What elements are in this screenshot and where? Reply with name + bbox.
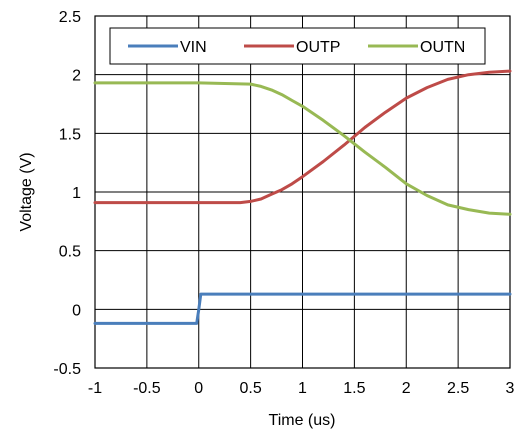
y-tick-label: 0: [72, 302, 81, 319]
y-tick-label: 2.5: [59, 9, 81, 26]
y-tick-label: 1.5: [59, 126, 81, 143]
series-line-vin: [93, 292, 512, 325]
x-tick-label: -1: [88, 380, 102, 397]
series-line-outn: [93, 81, 512, 216]
legend: VIN OUTP OUTN: [109, 27, 486, 65]
y-tick-labels: -0.5 0 0.5 1 1.5 2 2.5: [53, 9, 81, 378]
legend-items: VIN OUTP OUTN: [128, 39, 465, 56]
x-tick-label: 2.5: [447, 380, 469, 397]
x-tick-label: 1: [298, 380, 307, 397]
y-tick-label: 2: [72, 68, 81, 85]
x-tick-labels: -1 -0.5 0 0.5 1 1.5 2 2.5 3: [88, 380, 515, 397]
x-tick-label: 2: [402, 380, 411, 397]
series-group: [93, 69, 512, 325]
series-line-outp: [93, 69, 512, 205]
x-tick-label: -0.5: [133, 380, 161, 397]
x-tick-label: 0.5: [240, 380, 262, 397]
plot-border: [94, 15, 511, 369]
x-tick-label: 1.5: [343, 380, 365, 397]
x-axis-title: Time (us): [269, 412, 336, 429]
legend-label-outp: OUTP: [296, 39, 340, 56]
y-axis-title: Voltage (V): [18, 152, 35, 231]
x-tick-label: 3: [506, 380, 515, 397]
y-tick-label: -0.5: [53, 361, 81, 378]
y-tick-label: 1: [72, 185, 81, 202]
x-tick-label: 0: [194, 380, 203, 397]
y-tick-label: 0.5: [59, 244, 81, 261]
legend-label-outn: OUTN: [420, 39, 465, 56]
legend-label-vin: VIN: [180, 39, 207, 56]
